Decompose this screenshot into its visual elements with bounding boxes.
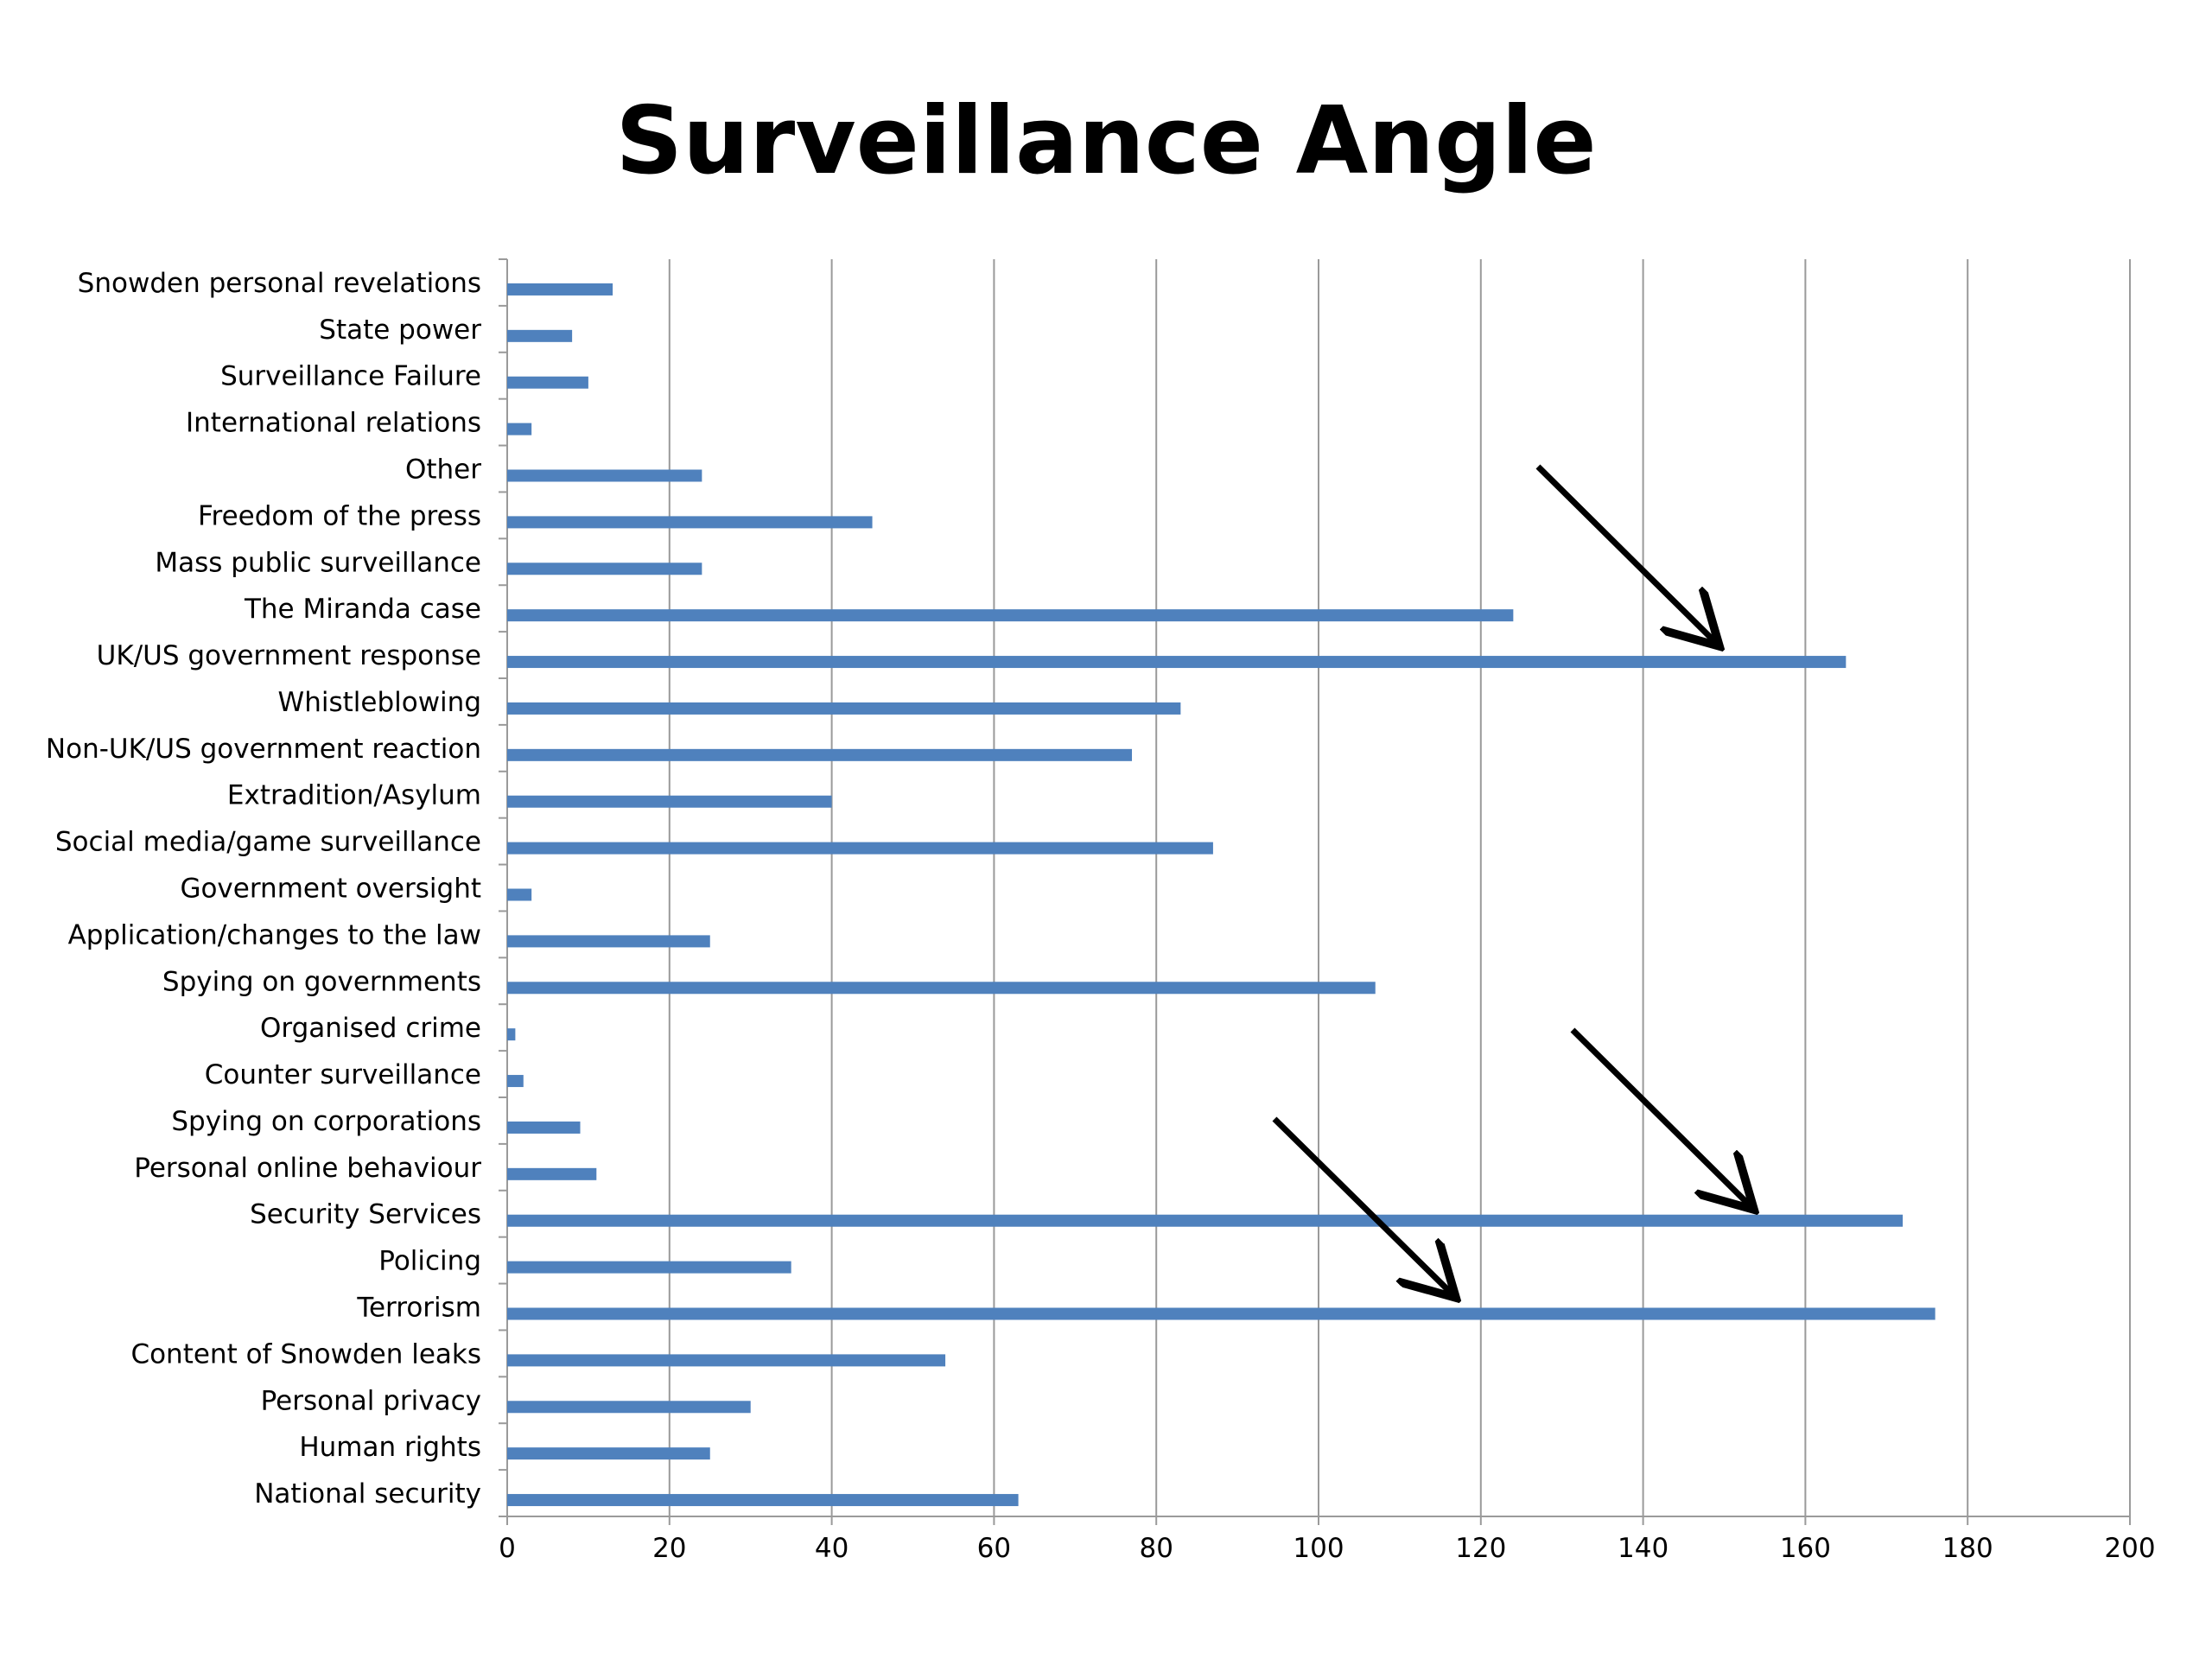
category-label: The Miranda case (244, 594, 481, 625)
category-label: Personal online behaviour (134, 1153, 481, 1184)
x-tick-label: 80 (1139, 1533, 1173, 1564)
bar (507, 376, 588, 389)
bar (507, 329, 573, 342)
arrow-security-services (1570, 1027, 1750, 1205)
bars (507, 283, 1936, 1507)
category-label: International relations (186, 408, 481, 439)
bar (507, 1167, 597, 1180)
bar (507, 1028, 516, 1041)
bar (507, 982, 1376, 995)
arrow-terrorism (1272, 1116, 1452, 1294)
category-label: Government oversight (180, 874, 481, 905)
category-label: Personal privacy (261, 1385, 481, 1416)
bar (507, 888, 532, 901)
bar (507, 516, 873, 529)
arrow-uk-us-government-response (1535, 464, 1715, 642)
category-label: State power (319, 315, 481, 346)
category-label: Freedom of the press (198, 500, 481, 531)
bar (507, 702, 1181, 715)
bar (507, 1214, 1904, 1227)
category-label: Content of Snowden leaks (130, 1338, 481, 1370)
chart-title: Surveillance Angle (615, 87, 1597, 195)
x-tick-labels: 0 20 40 60 80 100 120 140 160 180 200 (499, 1533, 2155, 1564)
category-label: Mass public surveillance (155, 547, 481, 578)
category-label: Whistleblowing (278, 687, 481, 718)
x-tick-label: 20 (652, 1533, 686, 1564)
gridlines (668, 259, 2131, 1516)
category-label: Application/changes to the law (68, 919, 481, 950)
bar (507, 1075, 524, 1088)
bar (507, 423, 532, 435)
x-tick-label: 120 (1455, 1533, 1506, 1564)
x-tick-label: 200 (2104, 1533, 2155, 1564)
bar (507, 1447, 710, 1460)
x-tick-label: 140 (1618, 1533, 1669, 1564)
category-label: Other (405, 454, 481, 486)
category-label: National security (254, 1478, 481, 1510)
category-label: Non-UK/US government reaction (46, 734, 481, 765)
x-tick-label: 60 (977, 1533, 1011, 1564)
category-label: Spying on governments (162, 966, 481, 997)
category-label: Policing (378, 1246, 481, 1277)
bar (507, 795, 832, 808)
category-label: Organised crime (260, 1013, 481, 1044)
bar (507, 1307, 1936, 1320)
x-tick-label: 160 (1780, 1533, 1831, 1564)
bar (507, 842, 1213, 855)
bar (507, 1121, 581, 1134)
axes (499, 258, 2131, 1525)
bar (507, 563, 702, 575)
category-label: Human rights (299, 1432, 481, 1463)
bar (507, 283, 613, 296)
bar (507, 1261, 791, 1274)
bar (507, 1494, 1019, 1507)
annotations (1272, 464, 1750, 1294)
category-label: Security Services (250, 1199, 481, 1230)
bar (507, 609, 1514, 622)
bar (507, 748, 1133, 761)
category-label: Spying on corporations (171, 1106, 481, 1137)
x-tick-label: 180 (1942, 1533, 1993, 1564)
bar (507, 1354, 946, 1367)
bar (507, 935, 710, 948)
bar (507, 1401, 751, 1414)
category-label: Surveillance Failure (220, 361, 481, 392)
category-label: UK/US government response (97, 640, 481, 671)
bar (507, 656, 1847, 669)
category-label: Terrorism (356, 1293, 481, 1324)
bar (507, 469, 702, 482)
category-labels: Snowden personal revelations State power S… (46, 268, 481, 1510)
x-tick-label: 100 (1293, 1533, 1344, 1564)
category-label: Snowden personal revelations (78, 268, 481, 299)
category-label: Extradition/Asylum (227, 780, 481, 811)
x-tick-label: 0 (499, 1533, 516, 1564)
x-tick-label: 40 (815, 1533, 849, 1564)
category-label: Social media/game surveillance (55, 827, 481, 858)
category-label: Counter surveillance (205, 1059, 481, 1090)
